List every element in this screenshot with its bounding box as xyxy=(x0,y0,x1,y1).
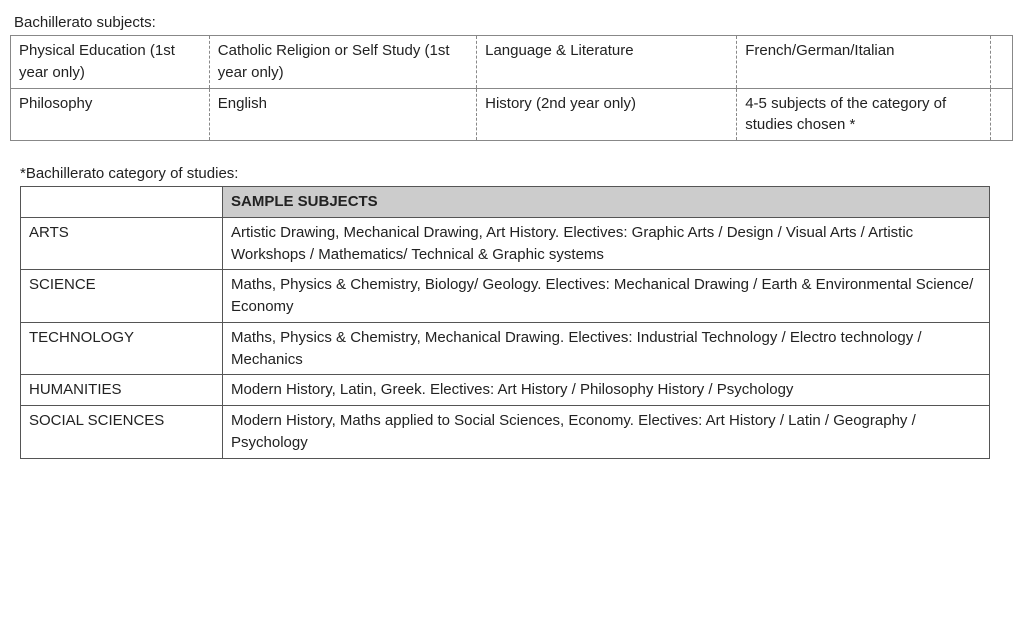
table-row: Philosophy English History (2nd year onl… xyxy=(11,88,1013,141)
category-cell: SCIENCE xyxy=(21,270,223,323)
cell: 4-5 subjects of the category of studies … xyxy=(737,88,991,141)
subjects-cell: Maths, Physics & Chemistry, Biology/ Geo… xyxy=(223,270,990,323)
table-row: Physical Education (1st year only) Catho… xyxy=(11,36,1013,89)
table-row: HUMANITIES Modern History, Latin, Greek.… xyxy=(21,375,990,406)
subjects-table-label: Bachillerato subjects: xyxy=(14,14,1013,31)
categories-table: SAMPLE SUBJECTS ARTS Artistic Drawing, M… xyxy=(20,186,990,459)
categories-table-label: *Bachillerato category of studies: xyxy=(20,165,1013,182)
subjects-table: Physical Education (1st year only) Catho… xyxy=(10,35,1013,141)
table-row: SCIENCE Maths, Physics & Chemistry, Biol… xyxy=(21,270,990,323)
category-cell: TECHNOLOGY xyxy=(21,322,223,375)
header-blank xyxy=(21,187,223,218)
subjects-cell: Modern History, Latin, Greek. Electives:… xyxy=(223,375,990,406)
category-cell: SOCIAL SCIENCES xyxy=(21,406,223,459)
table-row: SOCIAL SCIENCES Modern History, Maths ap… xyxy=(21,406,990,459)
cell: Catholic Religion or Self Study (1st yea… xyxy=(209,36,476,89)
table-row: TECHNOLOGY Maths, Physics & Chemistry, M… xyxy=(21,322,990,375)
subjects-cell: Artistic Drawing, Mechanical Drawing, Ar… xyxy=(223,217,990,270)
cell: English xyxy=(209,88,476,141)
cell: Physical Education (1st year only) xyxy=(11,36,210,89)
header-sample-subjects: SAMPLE SUBJECTS xyxy=(223,187,990,218)
table-row: ARTS Artistic Drawing, Mechanical Drawin… xyxy=(21,217,990,270)
category-cell: HUMANITIES xyxy=(21,375,223,406)
subjects-cell: Modern History, Maths applied to Social … xyxy=(223,406,990,459)
cell: French/German/Italian xyxy=(737,36,991,89)
category-cell: ARTS xyxy=(21,217,223,270)
cell-trailing xyxy=(990,36,1012,89)
cell: History (2nd year only) xyxy=(477,88,737,141)
table-header-row: SAMPLE SUBJECTS xyxy=(21,187,990,218)
cell-trailing xyxy=(990,88,1012,141)
cell: Language & Literature xyxy=(477,36,737,89)
subjects-cell: Maths, Physics & Chemistry, Mechanical D… xyxy=(223,322,990,375)
cell: Philosophy xyxy=(11,88,210,141)
